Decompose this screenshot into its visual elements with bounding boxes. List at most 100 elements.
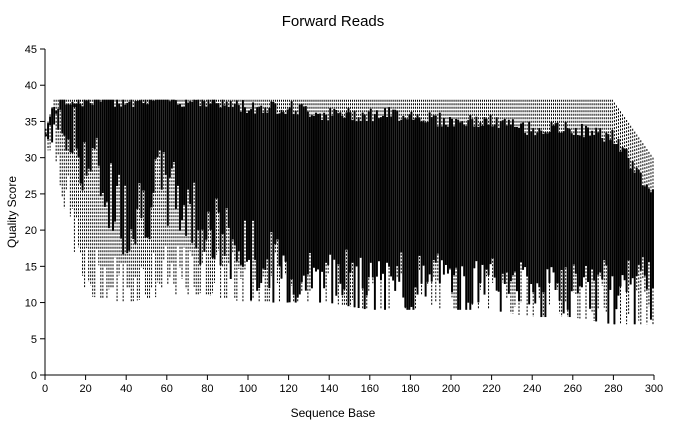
interquartile-box <box>408 114 411 310</box>
base-quality-box <box>481 99 484 265</box>
base-quality-box <box>276 99 279 283</box>
x-tick-label: 0 <box>42 383 48 395</box>
interquartile-box <box>394 109 397 291</box>
base-quality-box <box>501 99 504 283</box>
interquartile-box <box>546 133 549 270</box>
base-quality-box <box>162 99 165 261</box>
interquartile-box <box>296 114 299 298</box>
interquartile-box <box>384 108 386 310</box>
base-quality-box <box>191 99 194 257</box>
x-tick-label: 40 <box>120 383 132 395</box>
interquartile-box <box>248 110 250 260</box>
y-tick-label: 15 <box>25 261 37 273</box>
base-quality-box <box>329 99 332 255</box>
base-quality-box <box>280 99 283 279</box>
base-quality-box <box>585 99 587 320</box>
base-quality-box <box>432 99 435 278</box>
base-quality-box <box>459 99 462 310</box>
base-quality-box <box>595 99 598 322</box>
interquartile-box <box>274 103 277 245</box>
interquartile-box <box>118 103 121 175</box>
interquartile-box <box>574 127 577 274</box>
base-quality-box <box>89 99 92 286</box>
interquartile-box <box>282 112 285 256</box>
base-quality-box <box>449 99 451 271</box>
interquartile-box <box>174 100 177 209</box>
base-quality-box <box>302 99 305 276</box>
base-quality-box <box>142 99 145 270</box>
base-quality-box <box>67 99 70 177</box>
base-quality-box <box>607 99 610 324</box>
base-quality-box <box>406 99 409 310</box>
base-quality-box <box>306 99 309 303</box>
base-quality-box <box>601 99 604 286</box>
interquartile-box <box>150 99 153 208</box>
interquartile-box <box>621 147 624 276</box>
base-quality-box <box>225 99 228 299</box>
base-quality-box <box>562 99 565 314</box>
base-quality-box <box>371 99 374 284</box>
interquartile-box <box>400 119 403 253</box>
base-quality-box <box>520 99 523 303</box>
interquartile-box <box>580 123 583 288</box>
interquartile-box <box>357 117 360 308</box>
base-quality-box <box>412 99 415 310</box>
base-quality-box <box>414 99 417 310</box>
interquartile-box <box>414 117 417 288</box>
base-quality-box <box>126 99 129 289</box>
interquartile-box <box>294 110 297 303</box>
base-quality-box <box>556 99 559 290</box>
base-quality-box <box>410 99 413 307</box>
x-tick-label: 80 <box>201 383 213 395</box>
base-quality-box <box>71 99 74 209</box>
interquartile-box <box>576 135 579 294</box>
interquartile-box <box>154 99 157 160</box>
interquartile-box <box>209 103 212 230</box>
base-quality-box <box>426 99 429 286</box>
base-quality-box <box>252 99 255 300</box>
interquartile-box <box>172 99 175 163</box>
base-quality-box <box>418 99 421 271</box>
base-quality-box <box>582 99 585 278</box>
base-quality-box <box>457 99 460 310</box>
x-tick-label: 140 <box>320 383 338 395</box>
base-quality-box <box>548 99 551 305</box>
base-quality-box <box>491 99 494 283</box>
interquartile-box <box>97 99 100 166</box>
interquartile-box <box>79 103 82 184</box>
interquartile-box <box>179 104 181 231</box>
base-quality-box <box>61 99 64 197</box>
base-quality-box <box>422 99 425 266</box>
interquartile-box <box>432 115 435 260</box>
base-quality-box <box>258 99 261 302</box>
base-quality-box <box>170 99 173 263</box>
base-quality-box <box>440 99 443 261</box>
interquartile-box <box>369 108 372 263</box>
base-quality-box <box>430 99 433 306</box>
base-quality-box <box>337 99 340 305</box>
interquartile-box <box>227 106 230 228</box>
base-quality-box <box>233 99 236 298</box>
base-quality-box <box>382 99 384 274</box>
interquartile-box <box>276 113 279 240</box>
interquartile-box <box>416 114 419 295</box>
interquartile-box <box>284 114 287 262</box>
interquartile-box <box>402 115 405 298</box>
interquartile-box <box>440 126 443 261</box>
interquartile-box <box>609 140 612 290</box>
base-quality-box <box>345 99 348 306</box>
base-quality-box <box>635 134 638 291</box>
interquartile-box <box>451 118 453 293</box>
interquartile-box <box>505 125 508 273</box>
interquartile-box <box>396 110 399 267</box>
base-quality-box <box>400 99 403 275</box>
base-quality-box <box>270 99 273 276</box>
base-quality-box <box>292 99 295 303</box>
base-quality-box <box>300 99 303 291</box>
interquartile-box <box>221 99 224 235</box>
interquartile-box <box>473 126 476 269</box>
base-quality-box <box>132 99 135 302</box>
interquartile-box <box>256 107 259 291</box>
base-quality-box <box>560 99 563 318</box>
base-quality-box <box>341 99 344 306</box>
